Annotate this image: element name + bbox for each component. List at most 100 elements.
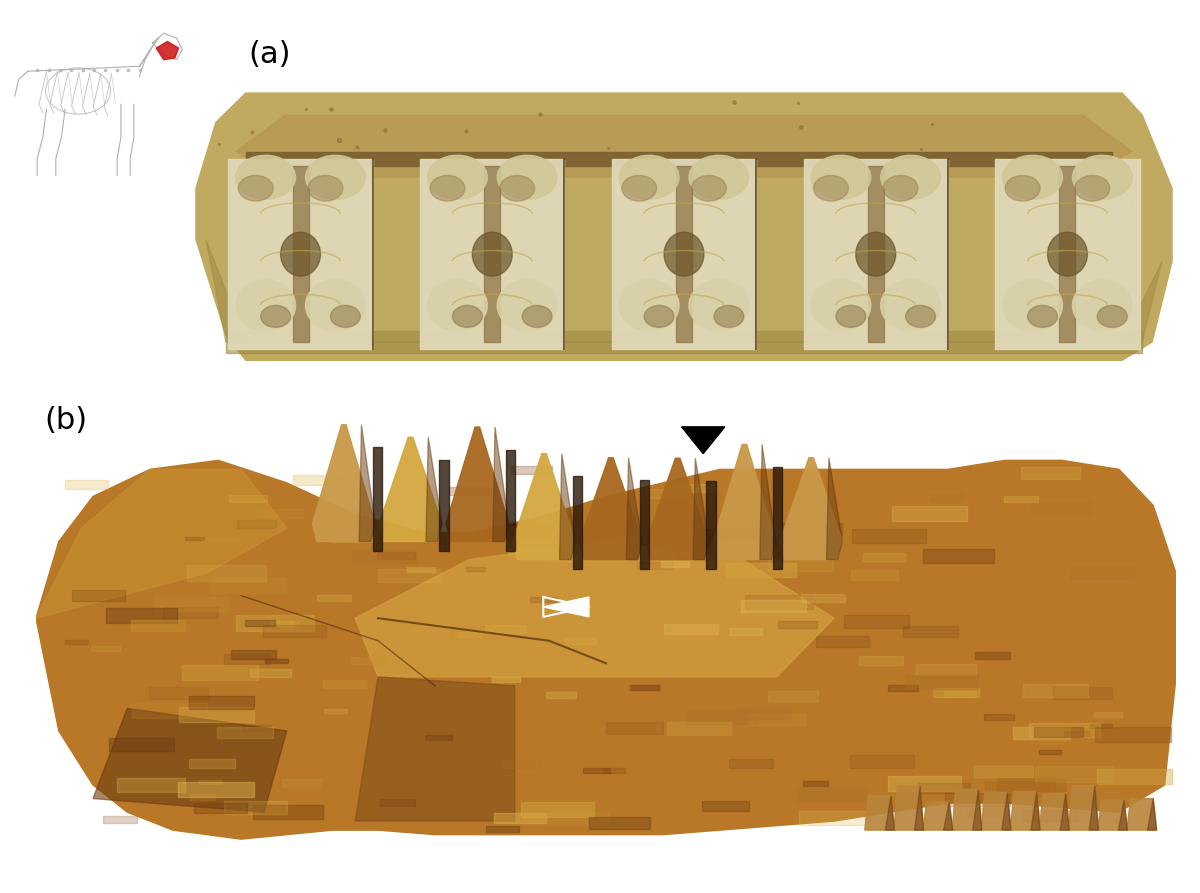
- Ellipse shape: [473, 232, 512, 276]
- Polygon shape: [572, 476, 582, 569]
- Polygon shape: [768, 558, 833, 572]
- Polygon shape: [379, 438, 442, 541]
- Polygon shape: [760, 445, 775, 560]
- Polygon shape: [580, 458, 642, 560]
- Polygon shape: [485, 624, 527, 633]
- Ellipse shape: [308, 175, 343, 201]
- Ellipse shape: [260, 305, 290, 328]
- Polygon shape: [36, 470, 287, 618]
- Polygon shape: [1010, 791, 1040, 830]
- Ellipse shape: [1027, 305, 1057, 328]
- Ellipse shape: [664, 232, 704, 276]
- Polygon shape: [407, 567, 434, 572]
- Polygon shape: [865, 796, 894, 830]
- Polygon shape: [1034, 727, 1084, 737]
- Polygon shape: [888, 685, 918, 690]
- Polygon shape: [546, 692, 576, 698]
- Ellipse shape: [714, 305, 744, 328]
- Polygon shape: [217, 727, 272, 739]
- Polygon shape: [1060, 793, 1069, 830]
- Polygon shape: [193, 803, 246, 814]
- Ellipse shape: [1097, 305, 1127, 328]
- Polygon shape: [918, 782, 970, 793]
- Ellipse shape: [881, 280, 941, 331]
- Ellipse shape: [497, 280, 557, 331]
- Polygon shape: [749, 714, 805, 725]
- Polygon shape: [782, 523, 841, 535]
- Polygon shape: [778, 621, 817, 629]
- Polygon shape: [798, 789, 866, 802]
- Polygon shape: [206, 239, 1162, 342]
- Polygon shape: [509, 548, 539, 555]
- Polygon shape: [1036, 766, 1112, 782]
- Polygon shape: [804, 159, 948, 349]
- Ellipse shape: [689, 280, 749, 331]
- Polygon shape: [546, 813, 608, 824]
- Ellipse shape: [906, 305, 936, 328]
- Polygon shape: [686, 710, 757, 724]
- Polygon shape: [974, 765, 1033, 778]
- Ellipse shape: [522, 305, 552, 328]
- Polygon shape: [544, 597, 589, 617]
- Ellipse shape: [452, 305, 482, 328]
- Polygon shape: [1022, 684, 1088, 697]
- Polygon shape: [1097, 770, 1171, 784]
- Polygon shape: [331, 532, 377, 541]
- Polygon shape: [449, 487, 491, 495]
- Polygon shape: [966, 808, 1004, 815]
- Polygon shape: [612, 159, 756, 349]
- Polygon shape: [378, 569, 442, 581]
- Polygon shape: [664, 623, 719, 634]
- Polygon shape: [196, 93, 1172, 360]
- Polygon shape: [312, 425, 376, 541]
- Ellipse shape: [236, 280, 295, 331]
- Polygon shape: [551, 554, 589, 562]
- Polygon shape: [888, 776, 961, 790]
- Ellipse shape: [644, 305, 674, 328]
- Polygon shape: [36, 460, 1176, 839]
- Polygon shape: [486, 826, 520, 832]
- Polygon shape: [565, 638, 596, 644]
- Polygon shape: [653, 533, 720, 547]
- Polygon shape: [1039, 749, 1061, 754]
- Polygon shape: [626, 458, 642, 560]
- Polygon shape: [661, 562, 689, 567]
- Polygon shape: [742, 600, 805, 613]
- Polygon shape: [1090, 786, 1098, 830]
- Polygon shape: [187, 565, 265, 580]
- Polygon shape: [930, 494, 964, 500]
- Polygon shape: [982, 792, 1010, 830]
- Polygon shape: [451, 626, 520, 639]
- Ellipse shape: [836, 305, 865, 328]
- Polygon shape: [851, 571, 898, 580]
- Ellipse shape: [430, 175, 464, 201]
- Polygon shape: [353, 550, 416, 563]
- Polygon shape: [420, 159, 564, 349]
- Polygon shape: [1002, 792, 1010, 830]
- Text: (a): (a): [248, 40, 292, 69]
- Polygon shape: [768, 691, 817, 701]
- Polygon shape: [131, 620, 185, 630]
- Polygon shape: [672, 484, 714, 492]
- Polygon shape: [944, 691, 976, 697]
- Polygon shape: [236, 520, 276, 528]
- Polygon shape: [647, 458, 709, 560]
- Polygon shape: [149, 687, 208, 698]
- Polygon shape: [1039, 739, 1066, 744]
- Ellipse shape: [427, 280, 487, 331]
- Polygon shape: [241, 725, 271, 730]
- Polygon shape: [606, 722, 664, 734]
- Polygon shape: [103, 816, 137, 822]
- Polygon shape: [798, 811, 870, 825]
- Polygon shape: [494, 813, 546, 823]
- Ellipse shape: [1073, 155, 1133, 199]
- Ellipse shape: [239, 175, 274, 201]
- Polygon shape: [224, 655, 270, 663]
- Polygon shape: [773, 538, 808, 544]
- Polygon shape: [228, 159, 373, 349]
- Ellipse shape: [330, 305, 360, 328]
- Polygon shape: [163, 607, 218, 618]
- Polygon shape: [713, 445, 775, 560]
- Polygon shape: [1021, 467, 1080, 479]
- Polygon shape: [94, 708, 287, 812]
